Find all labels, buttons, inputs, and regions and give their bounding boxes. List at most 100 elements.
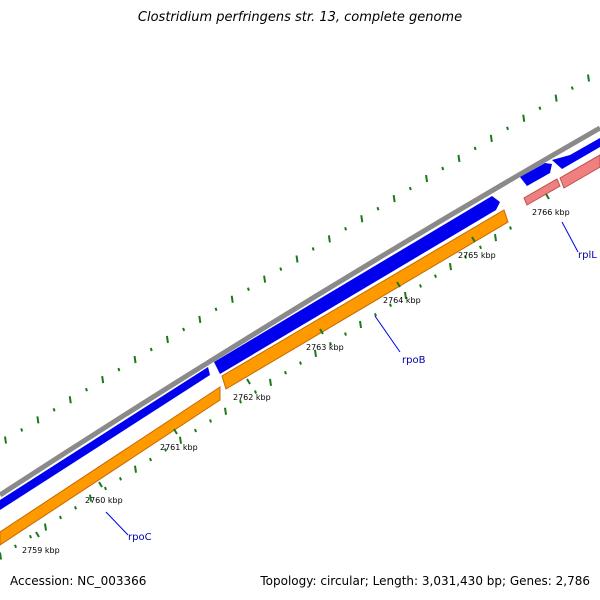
gc-skew-dash <box>239 399 242 404</box>
gc-skew-dash <box>295 255 299 263</box>
gc-skew-dash <box>554 94 558 102</box>
tick-mark <box>319 328 324 335</box>
gc-skew-dash <box>359 320 362 329</box>
gene-label-rplL[interactable]: rplL <box>578 250 597 261</box>
gc-skew-dash <box>117 367 121 372</box>
gc-skew-dash <box>44 523 47 531</box>
gc-skew-dash <box>194 428 197 433</box>
gc-skew-dash <box>329 341 332 346</box>
tick-label: 2763 kbp <box>306 343 344 352</box>
gene-rpoB-forward[interactable] <box>214 196 500 374</box>
gc-skew-dash <box>198 315 202 323</box>
gc-skew-dash <box>449 262 452 271</box>
gc-skew-dash <box>509 226 512 230</box>
gc-skew-dash <box>473 146 477 151</box>
gene-rpoB-reverse[interactable] <box>221 209 509 390</box>
gc-skew-dash <box>374 313 377 317</box>
gc-skew-dash <box>101 376 105 384</box>
gc-skew-dash <box>279 267 283 271</box>
gc-skew-dash <box>182 327 186 332</box>
gc-skew-dash <box>179 436 182 444</box>
summary-text: Topology: circular; Length: 3,031,430 bp… <box>260 574 590 588</box>
tick-label: 2766 kbp <box>532 208 570 217</box>
tick-label: 2764 kbp <box>383 296 421 305</box>
gc-skew-dash <box>224 407 227 415</box>
gc-skew-dash <box>0 552 2 560</box>
gc-skew-dash <box>59 515 62 520</box>
gene-rna-1[interactable] <box>523 178 561 206</box>
gc-skew-dash <box>164 448 167 452</box>
gc-skew-dash <box>506 126 509 131</box>
tick-label: 2762 kbp <box>233 393 271 402</box>
gc-skew-dash <box>419 284 422 288</box>
gc-skew-dash <box>68 396 72 404</box>
accession-text: Accession: NC_003366 <box>10 574 147 588</box>
gene-label-track: rpoC rpoB rplL <box>105 221 597 543</box>
gene-rpoC-reverse[interactable] <box>0 386 221 546</box>
gc-skew-dash <box>464 255 467 259</box>
gc-skew-dash <box>425 174 429 183</box>
gc-skew-dash <box>311 247 315 251</box>
gc-skew-dash <box>29 534 32 539</box>
gc-skew-dash <box>52 408 56 412</box>
gene-leader-line <box>105 511 129 536</box>
gc-skew-dash <box>149 457 152 462</box>
gc-skew-dash <box>230 295 234 303</box>
gc-skew-dash <box>404 291 407 300</box>
gc-skew-dash <box>494 234 497 242</box>
tick-mark <box>545 193 550 200</box>
gc-skew-dash <box>441 166 445 171</box>
tick-label: 2761 kbp <box>160 443 198 452</box>
tick-mark <box>471 236 476 243</box>
gc-skew-dash <box>327 235 331 243</box>
gc-skew-dash <box>74 505 77 510</box>
gc-skew-dash <box>149 347 153 352</box>
gene-label-rpoB[interactable]: rpoB <box>402 355 426 366</box>
tick-label: 2765 kbp <box>458 251 496 260</box>
gc-skew-dash <box>434 274 437 279</box>
gc-skew-track <box>0 74 590 560</box>
gc-skew-dash <box>344 227 348 231</box>
tick-mark <box>246 378 251 385</box>
tick-mark <box>173 428 178 435</box>
gc-skew-dash <box>457 154 461 163</box>
gc-skew-dash <box>119 477 122 481</box>
gc-skew-dash <box>522 114 526 122</box>
gc-skew-dash <box>4 436 7 444</box>
gc-skew-dash <box>133 355 137 364</box>
gc-skew-dash <box>344 332 347 336</box>
gc-skew-dash <box>376 206 380 211</box>
gene-rpoC-forward[interactable] <box>0 367 210 510</box>
gc-skew-dash <box>263 275 267 283</box>
gc-skew-dash <box>36 416 40 424</box>
tick-mark <box>396 281 401 288</box>
gc-skew-dash <box>570 86 574 90</box>
gc-skew-dash <box>314 349 317 358</box>
gc-skew-dash <box>246 287 250 291</box>
gc-skew-dash <box>284 370 287 375</box>
gc-skew-dash <box>165 335 169 344</box>
tick-mark <box>35 531 40 538</box>
gc-skew-dash <box>104 486 107 491</box>
gc-skew-dash <box>254 390 257 394</box>
tick-mark <box>98 481 103 488</box>
tick-track: 2759 kbp 2760 kbp 2761 kbp 2762 kbp 2763 kbp… <box>22 193 570 555</box>
gene-leader-line <box>561 221 579 253</box>
gene-label-rpoC[interactable]: rpoC <box>128 532 152 543</box>
gene-rna-2[interactable] <box>559 154 600 189</box>
gc-skew-dash <box>20 428 24 432</box>
gc-skew-dash <box>299 361 302 365</box>
gene-rplL-forward[interactable] <box>520 163 552 186</box>
gc-skew-dash <box>209 419 212 423</box>
backbone-track <box>0 125 600 498</box>
map-title: Clostridium perfringens str. 13, complet… <box>137 10 463 25</box>
gc-skew-dash <box>392 195 396 203</box>
gene-rplJ-forward[interactable] <box>552 138 600 169</box>
gc-skew-dash <box>538 106 542 110</box>
gc-skew-dash <box>360 215 364 223</box>
gc-skew-dash <box>214 307 218 312</box>
gc-skew-dash <box>269 378 272 386</box>
gc-skew-dash <box>89 494 92 502</box>
